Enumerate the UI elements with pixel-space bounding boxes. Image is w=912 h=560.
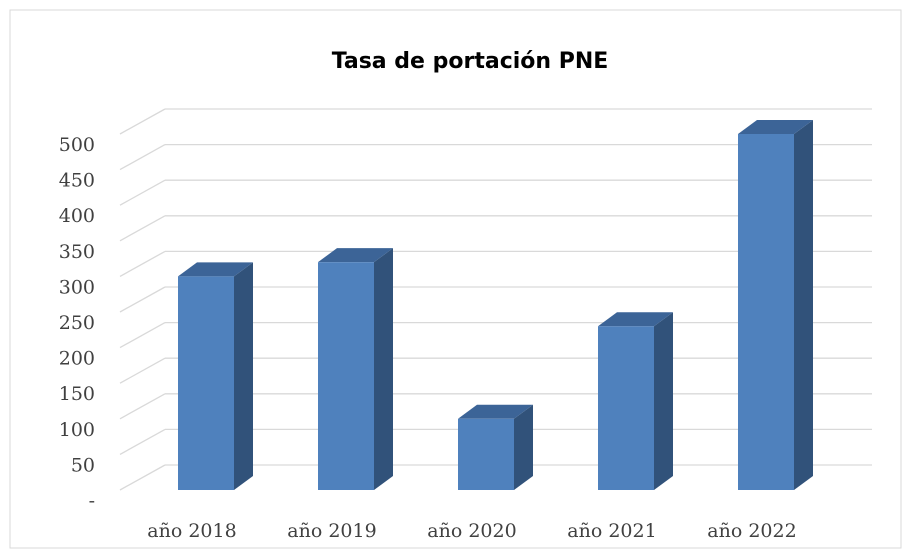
bar-front (178, 276, 234, 490)
grid-line-side (119, 322, 166, 349)
bar-top (598, 312, 673, 327)
grid-line-side (119, 250, 166, 277)
bar-front (318, 262, 374, 490)
grid-line-side (119, 464, 166, 491)
bar-top (178, 262, 253, 277)
y-tick-label: 200 (59, 348, 95, 370)
bar-front (738, 134, 794, 490)
x-tick-label: año 2020 (427, 520, 516, 542)
grid-line-side (119, 179, 166, 206)
y-tick-label: 250 (59, 312, 95, 334)
x-tick-label: año 2019 (287, 520, 376, 542)
bar-side (654, 312, 673, 490)
bar-top (458, 404, 533, 419)
grid-line-side (119, 357, 166, 384)
grid-line-side (119, 144, 166, 171)
bar (458, 404, 533, 490)
bar (738, 120, 813, 490)
bar (178, 262, 253, 490)
bar (318, 248, 393, 490)
y-tick-label: 450 (59, 170, 95, 192)
bar-top (318, 248, 393, 263)
y-tick-label: 350 (59, 241, 95, 263)
y-tick-label: - (89, 490, 95, 512)
y-tick-label: 500 (59, 134, 95, 156)
y-tick-label: 100 (59, 419, 95, 441)
chart-title: Tasa de portación PNE (332, 49, 609, 74)
grid-line-side (119, 428, 166, 455)
bar-side (794, 120, 813, 490)
y-tick-label: 150 (59, 383, 95, 405)
x-tick-label: año 2022 (707, 520, 796, 542)
grid-line-side (119, 108, 166, 135)
bar-top (738, 120, 813, 134)
grid-line-side (119, 286, 166, 313)
bar-front (458, 418, 514, 490)
bar-side (514, 404, 533, 490)
y-tick-label: 400 (59, 205, 95, 227)
bar-front (598, 326, 654, 490)
bar-side (234, 262, 253, 490)
x-tick-label: año 2018 (147, 520, 236, 542)
x-tick-label: año 2021 (567, 520, 656, 542)
grid-line-side (119, 215, 166, 242)
bar-side (374, 248, 393, 490)
y-tick-label: 300 (59, 276, 95, 298)
y-tick-label: 50 (71, 454, 95, 476)
grid-line-side (119, 393, 166, 420)
bar (598, 312, 673, 490)
